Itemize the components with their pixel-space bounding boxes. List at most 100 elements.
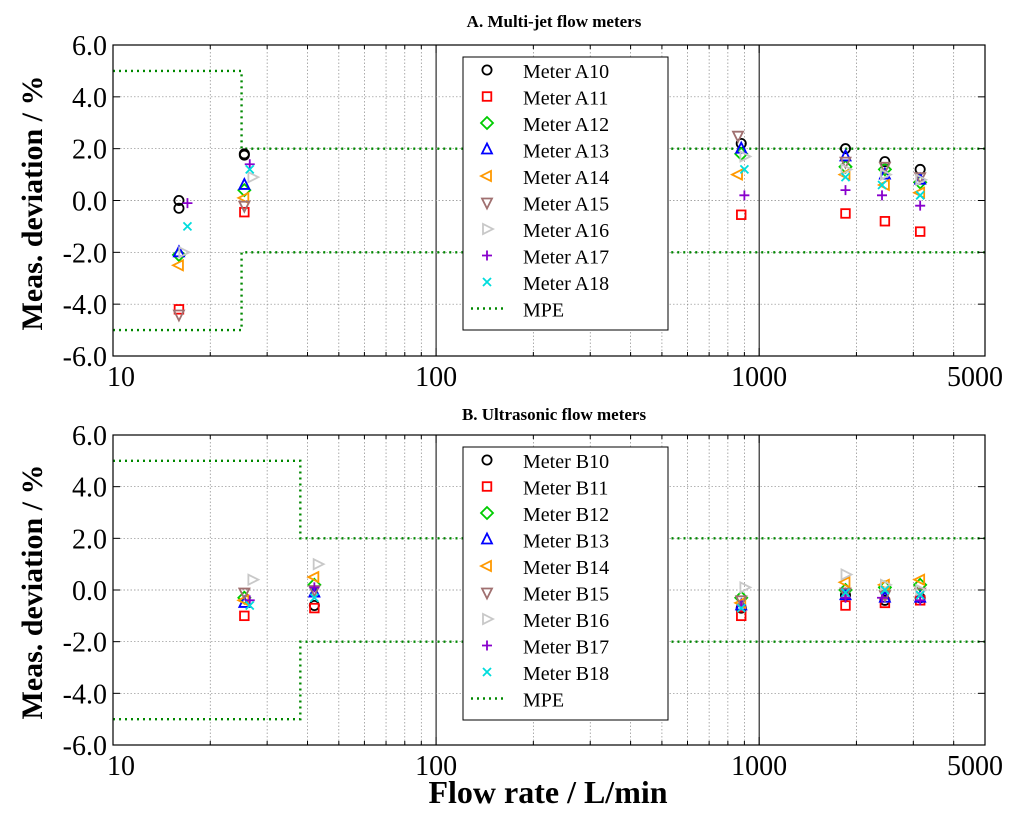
y-tick-label: 6.0 <box>72 421 107 452</box>
y-tick-label: 2.0 <box>72 135 107 166</box>
legend-marker <box>481 64 493 76</box>
legend-label: Meter A15 <box>523 194 609 216</box>
legend-marker <box>481 91 493 102</box>
data-point <box>840 162 854 176</box>
legend: Meter A10 Meter A11 Meter A12 Meter A13 Mete… <box>462 56 669 331</box>
x-tick-label: 10 <box>107 751 135 782</box>
y-tick-label: 2.0 <box>72 524 107 555</box>
data-point <box>840 587 851 598</box>
legend-marker <box>482 222 496 236</box>
data-point <box>182 221 193 232</box>
legend-label: Meter B17 <box>523 637 609 659</box>
chart-panel-a: -6.0 -4.0 -2.0 0.0 2.0 4.0 6.0 10 100 1000 5000 A. … <box>16 12 1003 393</box>
y-tick-label: -4.0 <box>63 290 107 321</box>
data-point <box>739 580 753 594</box>
legend-box <box>462 446 669 721</box>
legend-label: Meter A10 <box>523 61 609 83</box>
x-axis-label: Flow rate / L/min <box>428 774 667 810</box>
data-point <box>734 595 748 609</box>
data-point <box>739 190 750 201</box>
x-tick-label: 100 <box>415 751 457 782</box>
data-point <box>245 600 255 611</box>
data-point <box>247 573 261 587</box>
data-point <box>877 592 888 603</box>
data-point <box>244 595 255 606</box>
legend-label: Meter A16 <box>523 220 609 242</box>
data-point <box>840 208 851 219</box>
data-point <box>309 582 320 593</box>
y-tick-label: 0.0 <box>72 576 107 607</box>
legend-label: Meter B16 <box>523 610 609 632</box>
grid <box>113 45 985 356</box>
y-axis-label: Meas. deviation / % <box>16 465 49 720</box>
x-tick-label: 5000 <box>947 362 1003 393</box>
chart-panel-b: -6.0 -4.0 -2.0 0.0 2.0 4.0 6.0 10 100 1000 5000 B. … <box>16 405 1003 782</box>
data-point <box>837 575 851 589</box>
legend-label: Meter A12 <box>523 114 609 136</box>
series-meter-a10 <box>173 137 926 214</box>
legend-label: Meter B11 <box>523 478 608 500</box>
series-meter-b18 <box>245 585 925 613</box>
data-point <box>247 170 261 184</box>
y-tick-label: 0.0 <box>72 187 107 218</box>
data-point <box>877 162 893 177</box>
x-tick-label: 10 <box>107 362 135 393</box>
legend: Meter B10 Meter B11 Meter B12 Meter B13 Mete… <box>462 446 669 721</box>
data-point <box>840 172 851 182</box>
legend-label: Meter A14 <box>523 167 609 189</box>
legend-label: Meter B10 <box>523 451 609 473</box>
data-point <box>839 156 852 170</box>
data-point <box>306 570 320 584</box>
data-point <box>736 209 747 220</box>
data-point <box>839 148 852 162</box>
legend-marker <box>478 169 492 183</box>
legend-marker <box>482 612 496 626</box>
legend-label: Meter B18 <box>523 663 609 685</box>
data-point <box>238 149 250 161</box>
series-meter-a18 <box>182 164 925 232</box>
legend-marker <box>479 115 495 131</box>
data-point <box>914 226 926 237</box>
legend-marker <box>480 587 494 601</box>
data-point <box>739 164 750 175</box>
y-tick-label: -4.0 <box>63 679 107 710</box>
legend-marker <box>480 141 494 155</box>
data-point <box>876 178 890 192</box>
x-tick-label: 1000 <box>731 751 787 782</box>
data-point <box>170 258 184 272</box>
data-point <box>915 173 929 187</box>
data-point <box>915 590 925 600</box>
axis-ticks: -6.0 -4.0 -2.0 0.0 2.0 4.0 6.0 10 100 1000 5000 <box>63 31 1003 393</box>
data-point <box>736 610 747 622</box>
data-point <box>880 168 893 182</box>
data-point <box>739 149 753 163</box>
data-point <box>239 610 250 622</box>
data-point <box>731 130 745 144</box>
data-point <box>237 200 251 214</box>
data-point <box>880 578 893 592</box>
data-point <box>839 143 851 155</box>
legend-label: Meter A13 <box>523 141 609 163</box>
axis-ticks: -6.0 -4.0 -2.0 0.0 2.0 4.0 6.0 10 100 1000 5000 <box>63 421 1003 782</box>
data-point <box>840 592 851 603</box>
chart-title: B. Ultrasonic flow meters <box>462 405 647 424</box>
data-point <box>308 600 320 612</box>
x-tick-label: 5000 <box>947 751 1003 782</box>
legend-marker <box>480 531 494 545</box>
data-point <box>312 557 326 571</box>
data-point <box>840 568 854 581</box>
x-tick-label: 1000 <box>731 362 787 393</box>
data-point <box>736 603 746 613</box>
legend-marker <box>482 277 492 287</box>
data-point <box>915 200 926 211</box>
data-point <box>915 190 925 200</box>
data-point <box>915 583 929 597</box>
data-point <box>245 164 255 175</box>
legend-label: MPE <box>523 300 564 322</box>
legend-marker <box>480 197 494 211</box>
data-point <box>237 587 251 601</box>
data-point <box>877 190 888 201</box>
data-point <box>839 587 852 601</box>
data-point <box>178 245 192 259</box>
